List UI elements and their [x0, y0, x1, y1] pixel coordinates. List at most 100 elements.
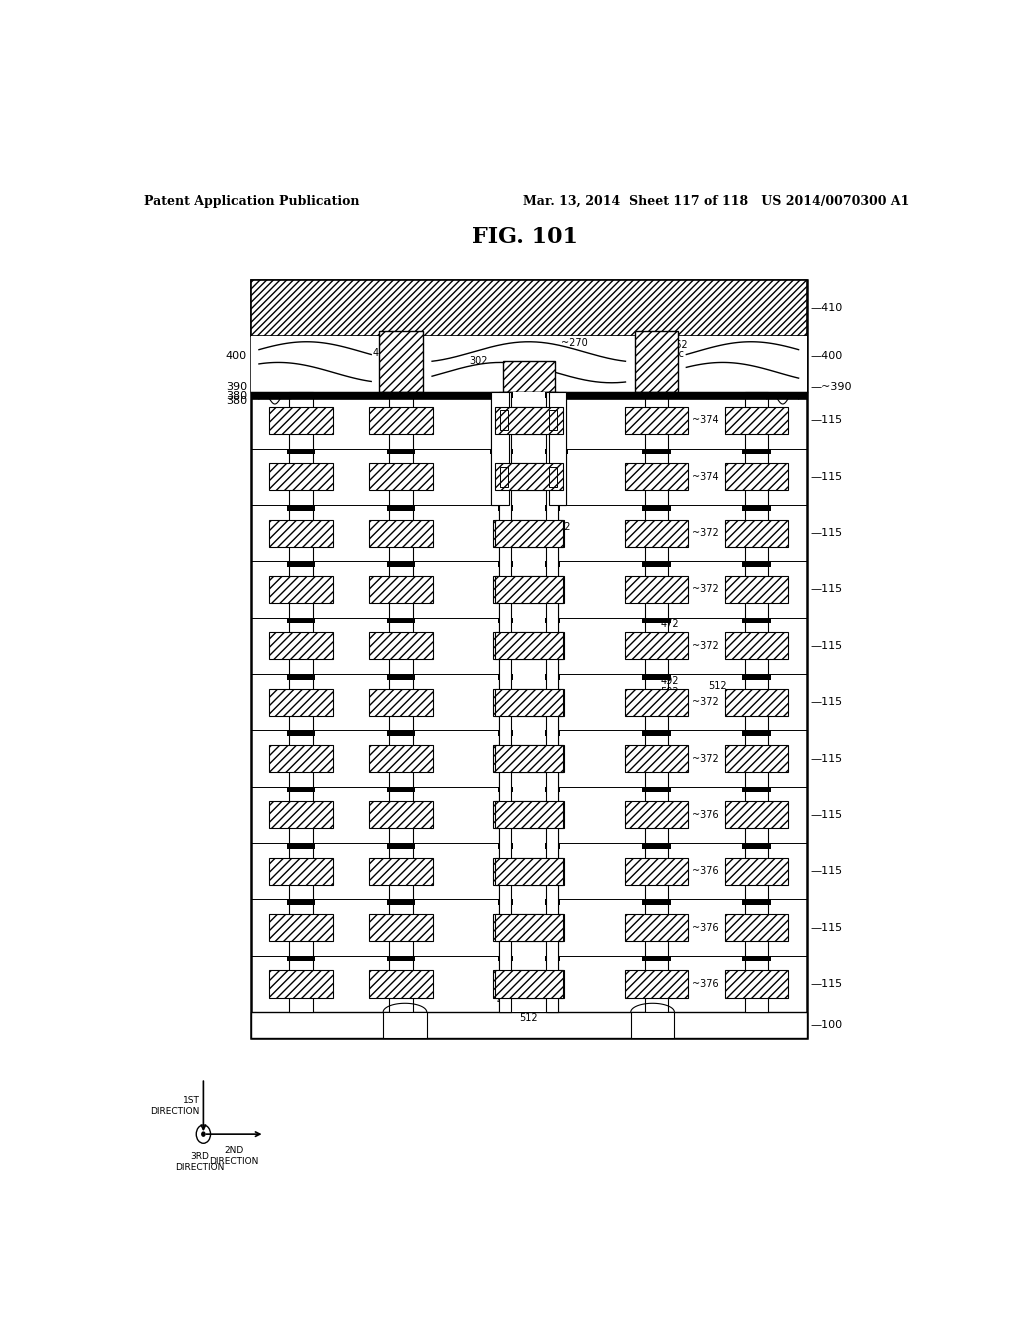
Bar [742, 843, 771, 849]
Bar [725, 689, 788, 715]
Bar [498, 787, 513, 792]
Bar [287, 843, 315, 849]
Bar [494, 744, 564, 772]
Bar [494, 407, 564, 434]
Bar [387, 506, 416, 511]
Bar [742, 730, 771, 737]
Bar [495, 801, 563, 829]
Bar [370, 858, 433, 884]
Bar [251, 337, 807, 392]
Text: 376: 376 [503, 799, 521, 809]
Bar [500, 392, 511, 1012]
Bar [269, 915, 333, 941]
Text: 130: 130 [537, 371, 555, 381]
Text: 380: 380 [226, 391, 247, 400]
Text: ~374: ~374 [692, 471, 719, 482]
Bar [289, 392, 313, 1012]
Text: ~372: ~372 [692, 528, 719, 539]
Bar [725, 858, 788, 884]
Bar [545, 618, 560, 623]
Bar [642, 730, 671, 737]
Text: —115: —115 [811, 471, 843, 482]
Bar [387, 899, 416, 906]
Bar [387, 730, 416, 737]
Bar [498, 843, 513, 849]
Bar [494, 970, 564, 998]
Bar [498, 618, 513, 623]
Text: 2ND
DIRECTION: 2ND DIRECTION [209, 1146, 259, 1166]
Text: —~390: —~390 [811, 381, 852, 392]
Text: ~372: ~372 [692, 697, 719, 708]
Bar [387, 561, 416, 566]
Bar [725, 520, 788, 546]
Bar [725, 632, 788, 659]
Text: —115: —115 [811, 979, 843, 989]
Bar [269, 858, 333, 884]
Bar [631, 1012, 675, 1038]
Bar [494, 520, 564, 546]
Bar [494, 576, 564, 603]
Text: 502: 502 [660, 686, 679, 697]
Bar [495, 520, 563, 546]
Bar [387, 675, 416, 680]
Bar [494, 858, 564, 884]
Text: 482: 482 [532, 855, 551, 865]
Bar [742, 787, 771, 792]
Text: —115: —115 [811, 697, 843, 708]
Bar [742, 675, 771, 680]
Bar [498, 392, 513, 397]
Circle shape [202, 1133, 205, 1137]
Bar [498, 561, 513, 566]
Bar [495, 576, 563, 603]
Bar [642, 618, 671, 623]
Bar [642, 956, 671, 961]
Bar [493, 411, 508, 430]
Text: 452c: 452c [660, 350, 684, 359]
Text: 1ST
DIRECTION: 1ST DIRECTION [151, 1097, 200, 1115]
Bar [642, 449, 671, 454]
Bar [498, 506, 513, 511]
Text: ~374: ~374 [692, 416, 719, 425]
Bar [269, 689, 333, 715]
Bar [547, 449, 567, 454]
Bar [498, 675, 513, 680]
Bar [545, 561, 560, 566]
Text: 3RD
DIRECTION: 3RD DIRECTION [175, 1152, 224, 1172]
Bar [625, 970, 688, 998]
Text: 452a: 452a [373, 348, 397, 358]
Bar [549, 392, 566, 506]
Bar [546, 392, 558, 1012]
Bar [370, 689, 433, 715]
Bar [725, 744, 788, 772]
Bar [545, 956, 560, 961]
Bar [500, 392, 509, 506]
Bar [387, 392, 416, 397]
Bar [494, 915, 564, 941]
Bar [287, 956, 315, 961]
Bar [489, 449, 511, 454]
Bar [725, 801, 788, 829]
Bar [625, 689, 688, 715]
Bar [744, 392, 768, 1012]
Bar [625, 801, 688, 829]
Text: ~376: ~376 [692, 979, 719, 989]
Text: —115: —115 [811, 866, 843, 876]
Bar [269, 801, 333, 829]
Text: —115: —115 [811, 923, 843, 933]
Bar [742, 506, 771, 511]
Bar [642, 561, 671, 566]
Bar [625, 744, 688, 772]
Bar [498, 899, 513, 906]
Bar [287, 449, 315, 454]
Text: —115: —115 [811, 585, 843, 594]
Bar [725, 463, 788, 490]
Bar [269, 576, 333, 603]
Bar [742, 449, 771, 454]
Bar [387, 956, 416, 961]
Text: —100: —100 [811, 1020, 843, 1030]
Bar [287, 506, 315, 511]
Text: FIG. 101: FIG. 101 [472, 226, 578, 248]
Bar [642, 675, 671, 680]
Bar [645, 392, 669, 1012]
Bar [492, 392, 509, 506]
